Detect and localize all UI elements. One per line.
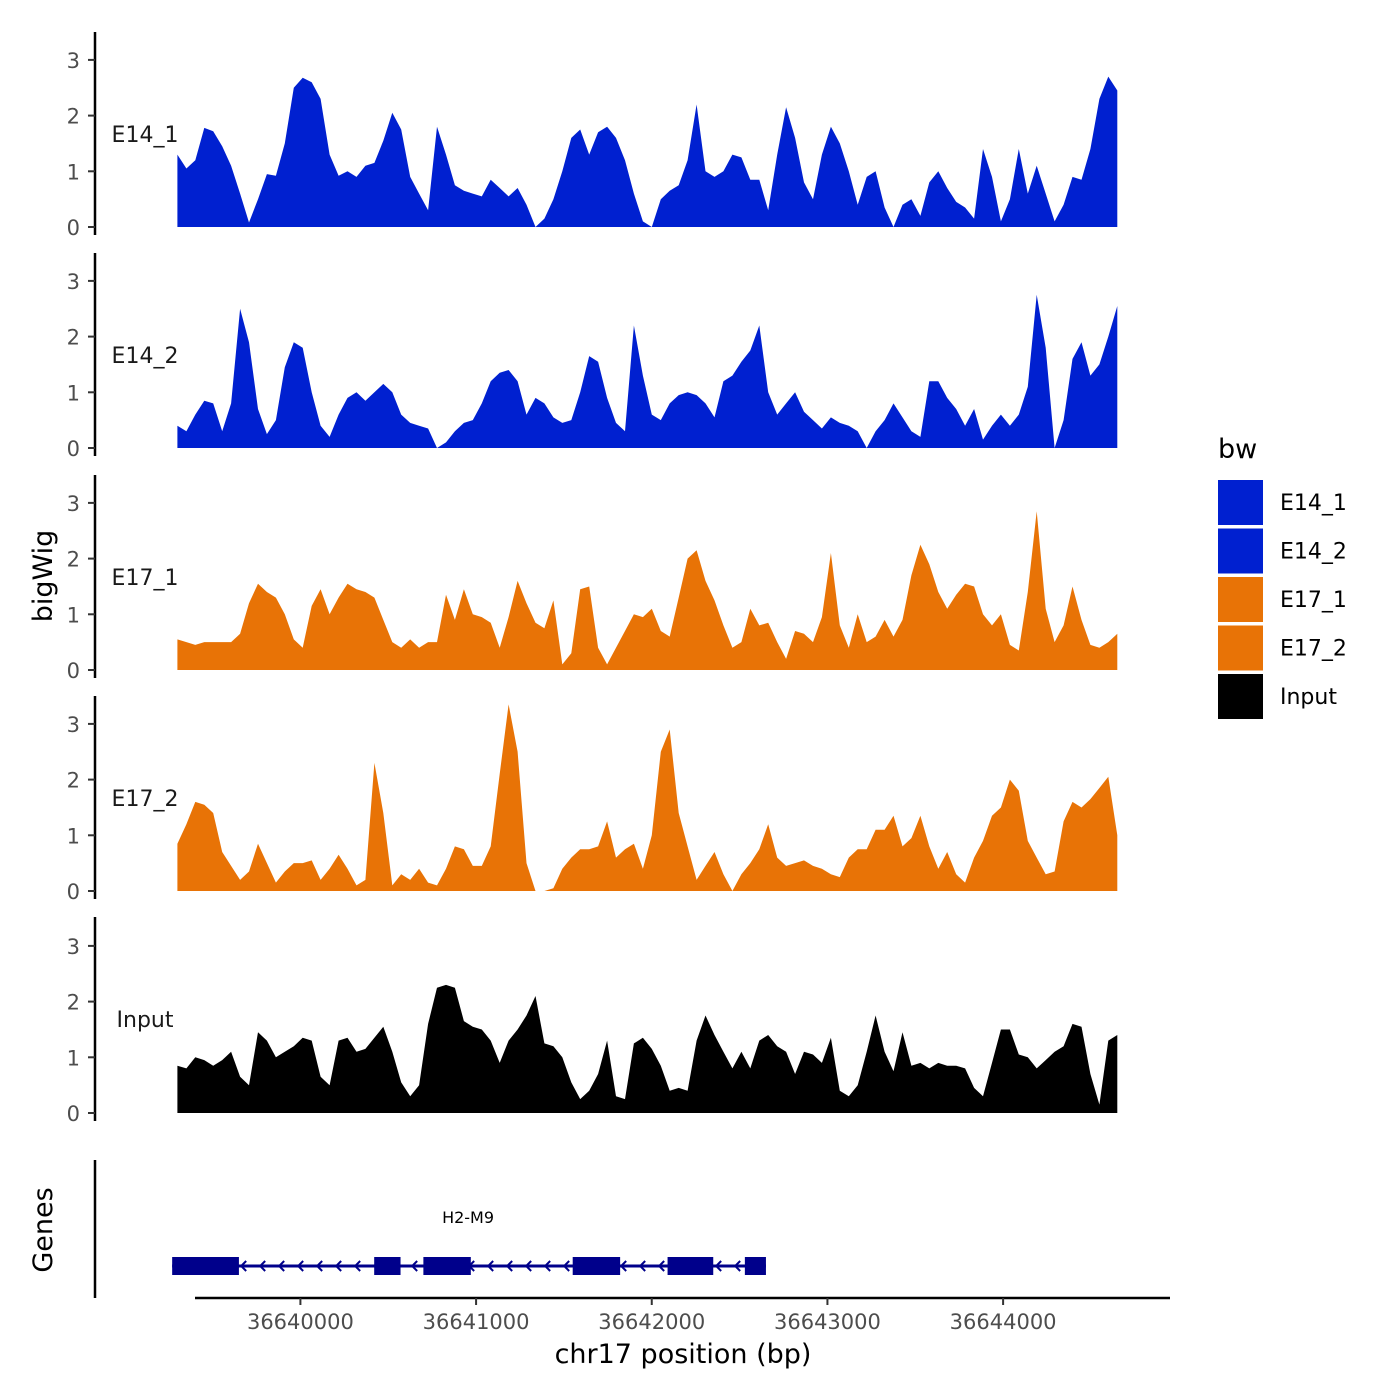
strand-arrow bbox=[258, 1260, 266, 1272]
y-tick-label: 0 bbox=[67, 880, 80, 904]
gene-exon bbox=[374, 1257, 401, 1275]
legend-swatch bbox=[1218, 528, 1263, 574]
y-axis-title: bigWig bbox=[28, 530, 59, 623]
legend-label: E17_2 bbox=[1280, 637, 1347, 662]
strand-arrow bbox=[714, 1260, 722, 1272]
track-label: Input bbox=[117, 1008, 174, 1033]
gene-exon bbox=[423, 1257, 471, 1275]
x-tick-label: 36644000 bbox=[950, 1310, 1057, 1334]
track-e17-1: 0 1 2 3 E17_1 bbox=[67, 475, 1118, 683]
y-tick-label: 2 bbox=[67, 769, 80, 793]
legend-swatch bbox=[1218, 577, 1263, 622]
y-tick-label: 1 bbox=[67, 603, 80, 627]
x-axis-title: chr17 position (bp) bbox=[555, 1339, 812, 1370]
y-tick-label: 3 bbox=[67, 935, 80, 959]
legend-swatch bbox=[1218, 480, 1263, 525]
y-tick-label: 1 bbox=[67, 160, 80, 184]
y-tick-label: 2 bbox=[67, 991, 80, 1015]
legend-item: E17_2 bbox=[1218, 625, 1347, 671]
y-tick-label: 3 bbox=[67, 492, 80, 516]
legend-swatch bbox=[1218, 625, 1263, 671]
track-label: E14_2 bbox=[112, 344, 179, 369]
strand-arrow bbox=[638, 1260, 646, 1272]
track-e14-1: 0 1 2 3 E14_1 bbox=[67, 32, 1118, 240]
legend-label: E17_1 bbox=[1280, 588, 1347, 613]
signal-tracks: 0 1 2 3 E14_1 0 1 2 3 E14_2 0 1 2 3 E17_1 0 1 2 3 E17_2 0 1 2 3… bbox=[67, 32, 1118, 1126]
gene-exon bbox=[572, 1257, 621, 1275]
y-tick-label: 0 bbox=[67, 659, 80, 683]
x-tick-label: 36642000 bbox=[598, 1310, 705, 1334]
gene-name-label: H2-M9 bbox=[442, 1208, 494, 1227]
legend-swatch bbox=[1218, 674, 1263, 719]
y-tick-label: 2 bbox=[67, 105, 80, 129]
track-label: E17_2 bbox=[112, 787, 179, 812]
strand-arrow bbox=[505, 1260, 513, 1272]
strand-arrow bbox=[619, 1260, 627, 1272]
legend-label: Input bbox=[1280, 685, 1337, 710]
track-area bbox=[177, 294, 1118, 448]
y-tick-label: 3 bbox=[67, 270, 80, 294]
legend-label: E14_2 bbox=[1280, 540, 1347, 565]
legend-item: E17_1 bbox=[1218, 577, 1347, 622]
strand-arrow bbox=[486, 1260, 494, 1272]
y-tick-label: 0 bbox=[67, 1102, 80, 1126]
genes-axis-title: Genes bbox=[28, 1187, 59, 1272]
track-area bbox=[177, 511, 1118, 670]
y-tick-label: 3 bbox=[67, 49, 80, 73]
legend-label: E14_1 bbox=[1280, 491, 1347, 516]
strand-arrow bbox=[733, 1260, 741, 1272]
track-area bbox=[177, 76, 1118, 227]
y-tick-label: 2 bbox=[67, 548, 80, 572]
strand-arrow bbox=[524, 1260, 532, 1272]
strand-arrow bbox=[239, 1260, 247, 1272]
gene-exon bbox=[667, 1257, 714, 1275]
track-area bbox=[177, 704, 1118, 891]
track-e14-2: 0 1 2 3 E14_2 bbox=[67, 253, 1118, 461]
legend-item: E14_2 bbox=[1218, 528, 1347, 574]
y-tick-label: 1 bbox=[67, 381, 80, 405]
y-tick-label: 0 bbox=[67, 437, 80, 461]
track-area bbox=[177, 984, 1118, 1113]
track-label: E17_1 bbox=[112, 566, 179, 591]
x-axis: 36640000 36641000 36642000 36643000 36644000 bbox=[195, 1296, 1170, 1334]
strand-arrow bbox=[353, 1260, 361, 1272]
x-tick-label: 36640000 bbox=[247, 1310, 354, 1334]
track-e17-2: 0 1 2 3 E17_2 bbox=[67, 696, 1118, 904]
strand-arrow bbox=[315, 1260, 323, 1272]
track-label: E14_1 bbox=[112, 123, 179, 148]
strand-arrow bbox=[296, 1260, 304, 1272]
x-tick-label: 36643000 bbox=[774, 1310, 881, 1334]
gene-h2-m9: H2-M9 bbox=[172, 1208, 766, 1275]
y-tick-label: 2 bbox=[67, 326, 80, 350]
strand-arrow bbox=[657, 1260, 665, 1272]
track-input: 0 1 2 3 Input bbox=[67, 917, 1118, 1126]
y-tick-label: 0 bbox=[67, 216, 80, 240]
x-tick-label: 36641000 bbox=[423, 1310, 530, 1334]
legend-item: E14_1 bbox=[1218, 480, 1347, 525]
y-tick-label: 1 bbox=[67, 824, 80, 848]
gene-exon bbox=[172, 1257, 239, 1275]
strand-arrow bbox=[543, 1260, 551, 1272]
legend: bw E14_1 E14_2 E17_1 E17_2 Input bbox=[1218, 434, 1347, 719]
y-tick-label: 1 bbox=[67, 1046, 80, 1070]
strand-arrow bbox=[277, 1260, 285, 1272]
gene-track: H2-M9 bbox=[93, 1160, 766, 1298]
strand-arrow bbox=[410, 1260, 418, 1272]
legend-title: bw bbox=[1218, 434, 1257, 465]
y-tick-label: 3 bbox=[67, 713, 80, 737]
legend-item: Input bbox=[1218, 674, 1337, 719]
gene-exon bbox=[744, 1257, 766, 1275]
strand-arrow bbox=[334, 1260, 342, 1272]
strand-arrow bbox=[562, 1260, 570, 1272]
